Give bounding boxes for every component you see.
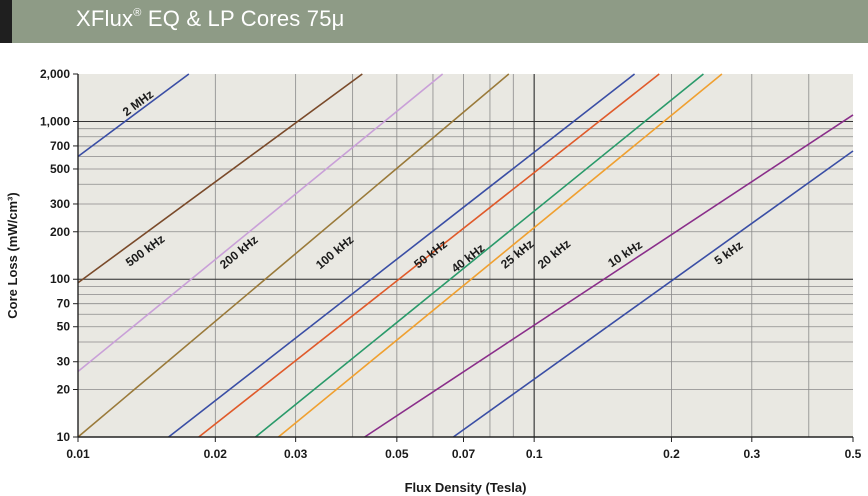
x-tick-label: 0.3 bbox=[743, 447, 760, 461]
y-axis-title: Core Loss (mW/cm³) bbox=[5, 192, 20, 318]
y-tick-label: 1,000 bbox=[40, 114, 70, 128]
x-tick-label: 0.1 bbox=[526, 447, 543, 461]
grid bbox=[78, 74, 853, 437]
series-lines bbox=[77, 73, 854, 438]
x-tick-label: 0.01 bbox=[66, 447, 90, 461]
series-line-9 bbox=[452, 150, 854, 438]
title-bar: XFlux® EQ & LP Cores 75μ bbox=[0, 0, 868, 43]
x-tick-label: 0.07 bbox=[452, 447, 476, 461]
x-axis-ticks: 0.01 0.02 0.03 0.05 0.07 0.1 0.2 0.3 0.5 bbox=[66, 437, 862, 461]
series-line-5 bbox=[198, 73, 660, 438]
y-tick-label: 200 bbox=[50, 225, 70, 239]
title-registered-mark: ® bbox=[133, 7, 142, 19]
page-title: XFlux® EQ & LP Cores 75μ bbox=[76, 6, 345, 32]
x-tick-label: 0.02 bbox=[204, 447, 228, 461]
y-tick-label: 50 bbox=[57, 320, 71, 334]
y-tick-label: 10 bbox=[57, 430, 71, 444]
series-line-4 bbox=[168, 73, 636, 438]
x-tick-label: 0.03 bbox=[284, 447, 308, 461]
series-line-0 bbox=[77, 73, 190, 158]
series-line-3 bbox=[77, 73, 510, 438]
title-prefix: XFlux bbox=[76, 6, 134, 31]
series-line-7 bbox=[277, 73, 723, 438]
x-tick-label: 0.5 bbox=[845, 447, 862, 461]
x-tick-label: 0.05 bbox=[385, 447, 409, 461]
x-axis-title: Flux Density (Tesla) bbox=[405, 480, 527, 495]
series-line-2 bbox=[77, 73, 444, 373]
y-tick-label: 30 bbox=[57, 355, 71, 369]
y-axis-ticks: 10 20 30 50 70 100 200 300 500 700 1,000 2,000 bbox=[40, 67, 78, 444]
y-tick-label: 20 bbox=[57, 383, 71, 397]
y-tick-label: 700 bbox=[50, 139, 70, 153]
series-line-8 bbox=[364, 114, 854, 438]
y-tick-label: 300 bbox=[50, 197, 70, 211]
x-tick-label: 0.2 bbox=[663, 447, 680, 461]
series-line-1 bbox=[77, 73, 363, 284]
y-tick-label: 2,000 bbox=[40, 67, 70, 81]
y-tick-label: 70 bbox=[57, 297, 71, 311]
y-tick-label: 100 bbox=[50, 272, 70, 286]
plot-area bbox=[78, 74, 853, 437]
title-bar-accent bbox=[0, 0, 12, 43]
y-tick-label: 500 bbox=[50, 162, 70, 176]
title-suffix: EQ & LP Cores 75μ bbox=[141, 6, 345, 31]
series-line-6 bbox=[255, 73, 704, 438]
